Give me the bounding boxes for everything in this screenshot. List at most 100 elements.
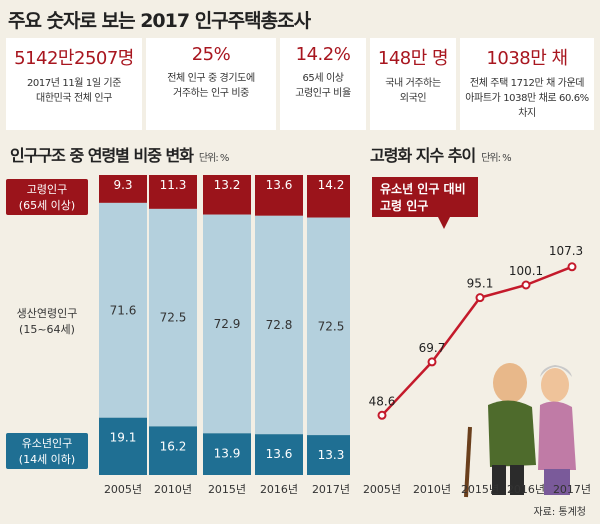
legend-box [6,433,88,469]
man-leg [510,465,524,495]
data-point [475,293,485,303]
stat-value: 14.2% [295,44,351,65]
annotation-pointer [438,217,450,229]
data-point [377,410,387,420]
data-point [521,280,531,290]
bar-segment [149,175,197,209]
legend-label: (65세 이상) [19,199,75,212]
x-tick-label: 2005년 [363,483,401,496]
legend-label: 생산연령인구 [17,307,78,320]
data-label: 95.1 [467,277,494,291]
stat-desc-line: 전체 주택 1712만 채 가운데 [469,78,585,89]
stat-value: 5142만2507명 [14,48,134,69]
bar-value-label: 13.9 [214,446,241,460]
bar-value-label: 13.3 [318,448,345,462]
man-leg [492,465,506,495]
stat-desc-line: 65세 이상 [302,73,344,84]
bar-segment [203,433,251,475]
bar-segment [149,426,197,475]
bar-segment [307,435,350,475]
stat-value: 1038만 채 [486,48,568,69]
line-chart-title: 고령화 지수 추이 단위: % [370,142,512,166]
line-chart: 48.6 2005년 69.7 2010년 95.1 2015년 100.1 2016년 107… [363,177,591,498]
stat-desc-line: 외국인 [399,93,427,104]
stacked-bar-chart: 9.3 71.6 19.1 2005년 11.3 72.5 16.2 2010년 13.2 72.… [6,175,350,496]
legend-label: (15~64세) [19,323,75,336]
legend-label: 유소년인구 [22,437,73,450]
x-tick-label: 2017년 [312,483,350,496]
stat-desc-line: 국내 거주하는 [385,78,441,89]
annotation-text: 고령 인구 [380,198,428,213]
bar-segment [149,208,197,427]
woman-body [538,401,576,470]
bar-value-label: 13.6 [266,178,293,192]
infographic-title: 주요 숫자로 보는 2017 인구주택총조사 [8,10,311,32]
man-body [488,400,536,467]
bar-value-label: 72.8 [266,318,293,332]
bar-segment [203,175,251,215]
bar-segment [255,434,303,475]
bar-segment [307,175,350,218]
bar-segment [307,217,350,436]
x-tick-label: 2010년 [154,483,192,496]
x-tick-label: 2017년 [553,483,591,496]
woman-head [541,368,569,402]
x-tick-label: 2016년 [507,483,545,496]
bar-value-label: 13.6 [266,447,293,461]
data-label: 100.1 [509,264,543,278]
woman-hair [540,365,572,377]
x-tick-label: 2005년 [104,483,142,496]
bar-value-label: 72.5 [160,311,187,325]
line-chart-unit: 단위: % [481,153,511,164]
man-head [493,363,527,403]
bar-value-label: 9.3 [113,178,132,192]
stat-value: 25% [191,44,231,65]
bar-value-label: 11.3 [160,178,187,192]
bar-value-label: 16.2 [160,439,187,453]
data-label: 48.6 [369,394,396,408]
bar-segment [99,202,147,418]
bar-value-label: 72.9 [214,317,241,331]
bar-chart-title-text: 인구구조 중 연령별 비중 변화 [10,146,194,165]
bar-value-label: 19.1 [110,431,137,445]
stat-desc-line: 고령인구 비율 [295,88,351,99]
stat-desc-line: 아파트가 1038만 채로 60.6% 차지 [465,93,589,119]
bar-segment [99,417,147,475]
bar-value-label: 14.2 [318,178,345,192]
data-label: 107.3 [549,244,583,258]
annotation-box [372,177,478,217]
stat-desc-line: 2017년 11월 1일 기준 [26,78,122,89]
bar-value-label: 13.2 [214,178,241,192]
elderly-couple-illustration [464,363,576,498]
woman-skirt [544,469,570,495]
bar-segment [203,214,251,434]
x-tick-label: 2016년 [260,483,298,496]
bar-segment [255,215,303,435]
legend-label: (14세 이하) [19,452,75,466]
annotation-text: 유소년 인구 대비 [380,181,466,196]
data-point [567,262,577,272]
bar-segment [99,175,147,203]
stat-desc-line: 대한민국 전체 인구 [36,93,112,104]
data-label: 69.7 [419,341,446,355]
x-tick-label: 2015년 [461,483,499,496]
bar-segment [255,175,303,216]
bar-value-label: 72.5 [318,319,345,333]
stat-card-gyeonggi: 25% 전체 인구 중 경기도에 거주하는 인구 비중 [146,38,276,130]
bar-chart-title: 인구구조 중 연령별 비중 변화 단위: % [10,142,229,166]
data-point [427,357,437,367]
stat-desc-line: 전체 인구 중 경기도에 [167,73,255,84]
stat-value: 148만 명 [377,48,449,69]
line-chart-title-text: 고령화 지수 추이 [370,146,476,165]
walking-cane [464,426,472,498]
bar-chart-unit: 단위: % [198,153,229,164]
x-tick-label: 2010년 [413,483,451,496]
bar-value-label: 71.6 [110,303,137,317]
source-note: 자료: 통계청 [533,507,586,518]
x-tick-label: 2015년 [208,483,246,496]
